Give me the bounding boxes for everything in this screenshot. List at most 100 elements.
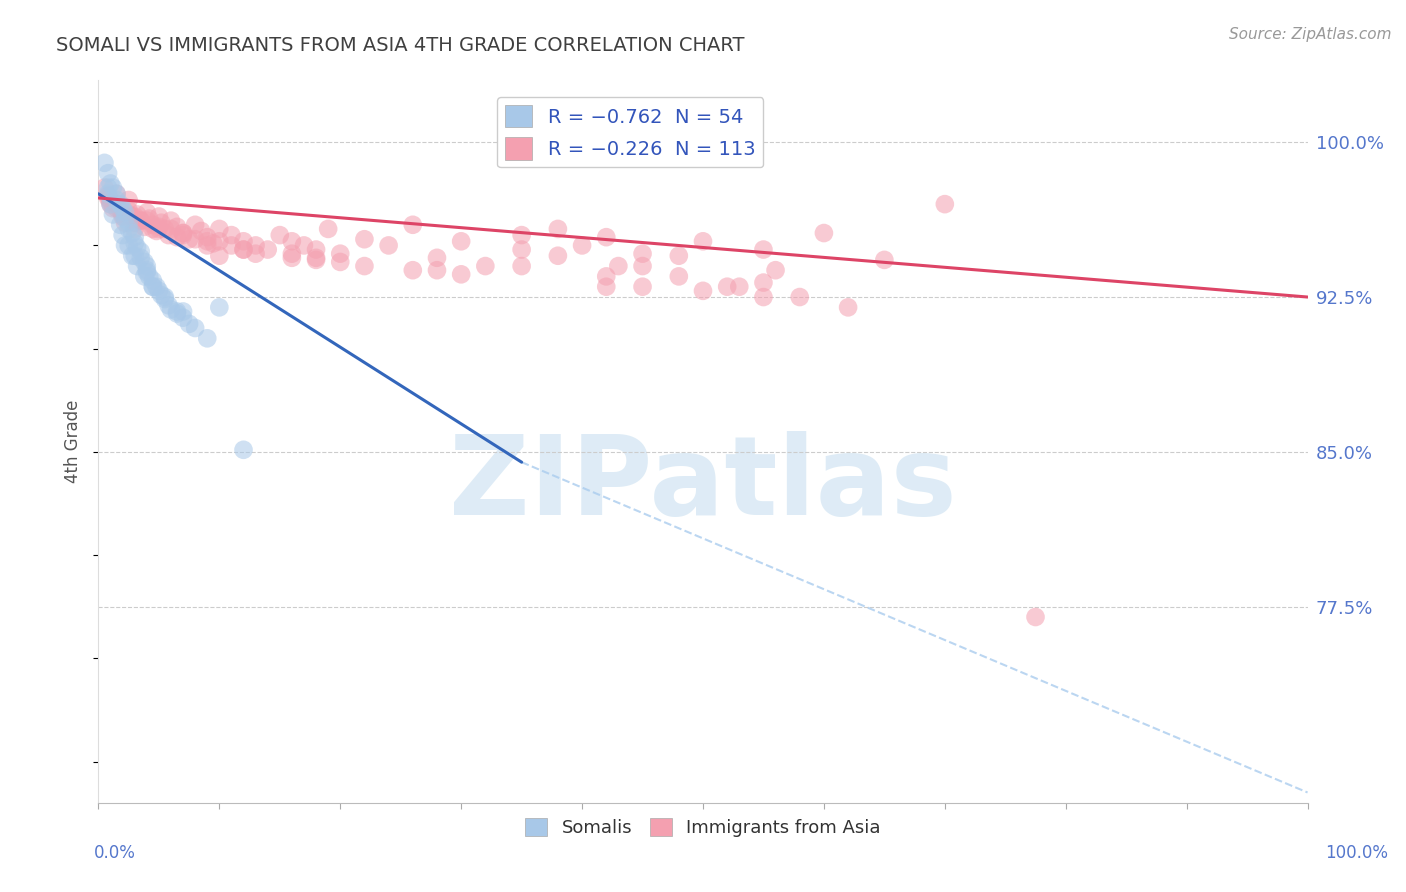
Point: [121, 226, 143, 240]
Point: [208, 301, 231, 315]
Point: [716, 279, 738, 293]
Point: [153, 222, 176, 236]
Point: [124, 236, 146, 251]
Point: [202, 236, 225, 251]
Point: [184, 218, 207, 232]
Point: [118, 207, 141, 221]
Point: [135, 259, 157, 273]
Point: [153, 290, 176, 304]
Point: [607, 259, 630, 273]
Point: [114, 238, 136, 252]
Point: [179, 317, 201, 331]
Point: [134, 255, 156, 269]
Point: [377, 238, 399, 252]
Point: [245, 246, 267, 260]
Text: ZIPatlas: ZIPatlas: [449, 432, 957, 539]
Point: [127, 259, 149, 273]
Point: [195, 331, 218, 345]
Point: [124, 216, 146, 230]
Point: [305, 243, 328, 257]
Point: [97, 180, 120, 194]
Point: [121, 210, 143, 224]
Point: [134, 269, 156, 284]
Point: [160, 222, 183, 236]
Point: [157, 228, 180, 243]
Point: [329, 246, 352, 260]
Point: [101, 207, 124, 221]
Point: [105, 201, 128, 215]
Point: [148, 210, 170, 224]
Point: [134, 219, 156, 234]
Point: [118, 222, 141, 236]
Point: [172, 228, 194, 243]
Point: [668, 249, 690, 263]
Point: [148, 219, 170, 234]
Point: [127, 207, 149, 221]
Point: [172, 226, 194, 240]
Point: [135, 263, 157, 277]
Point: [547, 249, 569, 263]
Point: [142, 218, 165, 232]
Point: [256, 243, 278, 257]
Point: [111, 228, 134, 243]
Point: [208, 222, 231, 236]
Point: [450, 235, 472, 249]
Point: [426, 263, 449, 277]
Point: [172, 310, 194, 325]
Point: [118, 238, 141, 252]
Point: [93, 156, 115, 170]
Point: [179, 232, 201, 246]
Point: [97, 191, 120, 205]
Point: [281, 235, 304, 249]
Point: [100, 177, 122, 191]
Point: [221, 228, 243, 243]
Point: [837, 301, 859, 315]
Point: [195, 238, 218, 252]
Point: [353, 259, 375, 273]
Point: [114, 216, 136, 230]
Point: [934, 197, 956, 211]
Point: [100, 197, 122, 211]
Point: [160, 302, 183, 317]
Point: [353, 232, 375, 246]
Point: [129, 251, 152, 265]
Point: [135, 213, 157, 227]
Point: [172, 304, 194, 318]
Text: 0.0%: 0.0%: [94, 844, 136, 862]
Point: [305, 252, 328, 267]
Point: [101, 180, 124, 194]
Point: [108, 197, 131, 211]
Legend: R = −0.762  N = 54, R = −0.226  N = 113: R = −0.762 N = 54, R = −0.226 N = 113: [498, 97, 763, 168]
Point: [668, 269, 690, 284]
Point: [93, 180, 115, 194]
Point: [510, 259, 533, 273]
Point: [124, 230, 146, 244]
Point: [111, 207, 134, 221]
Point: [1024, 610, 1046, 624]
Point: [148, 222, 170, 236]
Point: [595, 279, 617, 293]
Point: [118, 193, 141, 207]
Point: [145, 224, 167, 238]
Point: [692, 284, 714, 298]
Point: [142, 273, 165, 287]
Point: [510, 228, 533, 243]
Point: [97, 166, 120, 180]
Point: [150, 288, 173, 302]
Point: [631, 259, 654, 273]
Point: [100, 197, 122, 211]
Point: [547, 222, 569, 236]
Point: [269, 228, 291, 243]
Point: [118, 216, 141, 230]
Point: [281, 246, 304, 260]
Point: [195, 235, 218, 249]
Point: [190, 224, 212, 238]
Point: [728, 279, 751, 293]
Point: [166, 307, 188, 321]
Point: [752, 290, 775, 304]
Point: [316, 222, 339, 236]
Point: [166, 219, 188, 234]
Point: [166, 304, 188, 318]
Point: [160, 213, 183, 227]
Point: [105, 193, 128, 207]
